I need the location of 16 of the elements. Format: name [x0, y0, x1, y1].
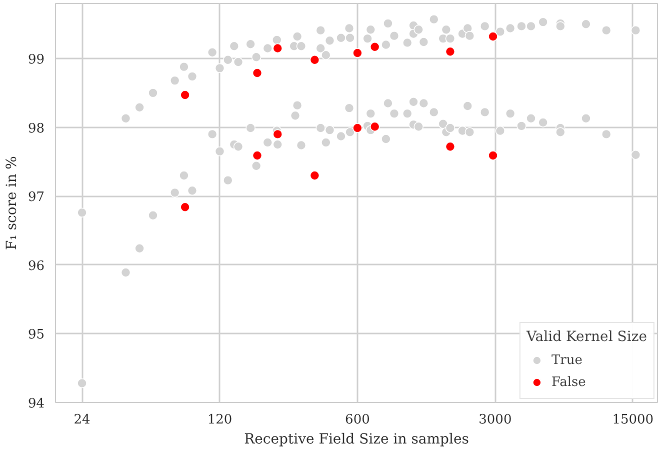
- y-tick-label: 96: [28, 258, 45, 274]
- y-tick-label: 99: [28, 52, 45, 68]
- legend-label: False: [551, 374, 586, 390]
- y-tick-label: 94: [28, 396, 45, 412]
- x-tick-label: 3000: [478, 412, 512, 428]
- y-tick-label: 95: [28, 328, 45, 343]
- x-tick-label: 15000: [612, 412, 654, 428]
- x-tick-label: 24: [74, 412, 90, 428]
- legend-label: True: [551, 352, 582, 368]
- x-axis-title: Receptive Field Size in samples: [244, 432, 469, 448]
- x-tick-label: 120: [207, 412, 232, 428]
- y-axis-title: F₁ score in %: [4, 156, 20, 250]
- y-tick-label: 98: [28, 121, 45, 136]
- x-tick-label: 600: [345, 412, 370, 428]
- legend-title: Valid Kernel Size: [526, 329, 647, 345]
- y-tick-label: 97: [28, 190, 45, 206]
